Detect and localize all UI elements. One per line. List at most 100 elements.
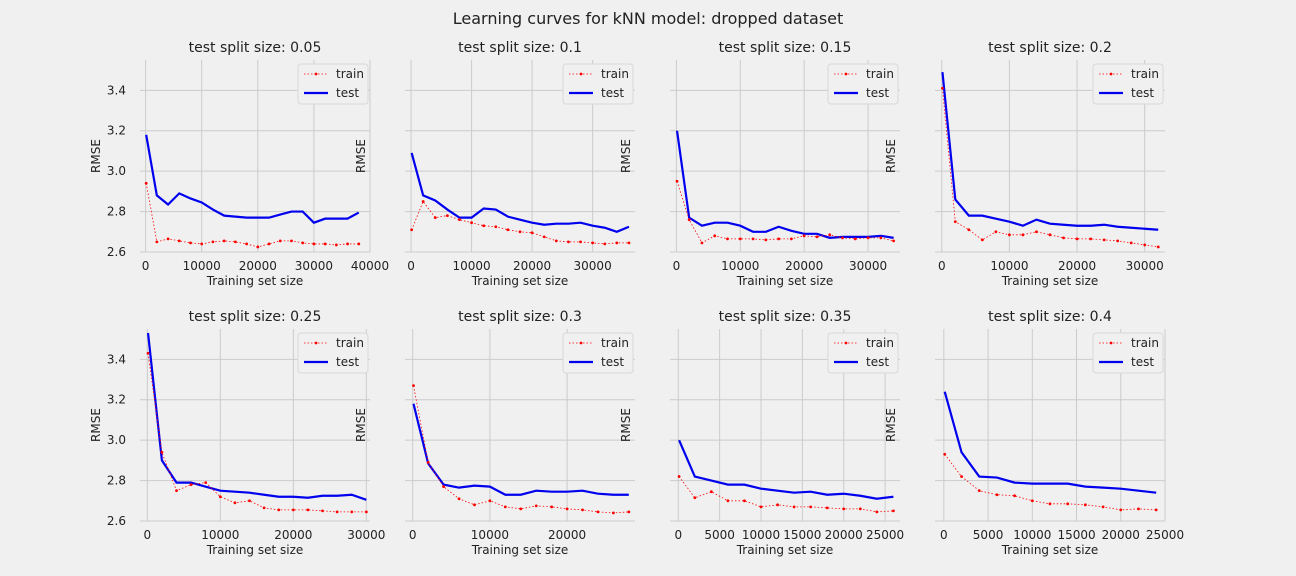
x-tick-label: 30000: [1126, 259, 1164, 273]
train-point: [603, 242, 607, 246]
train-point: [542, 235, 546, 239]
train-series-line: [942, 88, 1159, 248]
train-point: [1075, 237, 1079, 241]
legend-test-label: test: [866, 86, 889, 100]
train-point: [751, 237, 755, 241]
legend-train-label: train: [601, 336, 629, 350]
subplot-6: test split size: 0.3 0 10000 20000Training …: [354, 309, 635, 557]
train-point: [1154, 508, 1158, 512]
legend: train test: [297, 63, 369, 105]
train-point: [1021, 233, 1025, 237]
train-point: [713, 234, 717, 238]
train-point: [177, 239, 181, 243]
x-tick-label: 20000: [239, 259, 277, 273]
subplot-3: test split size: 0.15 0 10000 20000 30000 Tra…: [619, 40, 900, 288]
train-point: [222, 239, 226, 243]
x-tick-label: 10000: [1013, 528, 1051, 542]
y-tick-label: 3.4: [107, 352, 126, 366]
y-tick-label: 3.2: [107, 393, 126, 407]
y-axis-label: RMSE: [884, 139, 898, 173]
x-tick-label: 20000: [513, 259, 551, 273]
x-tick-label: 0: [143, 528, 151, 542]
train-point: [458, 218, 461, 222]
train-point: [278, 239, 282, 243]
x-tick-label: 0: [674, 528, 682, 542]
y-tick-label: 3.0: [107, 433, 126, 447]
train-point: [1062, 236, 1065, 240]
train-point: [357, 242, 361, 246]
train-point: [519, 507, 523, 511]
x-tick-label: 0: [142, 259, 150, 273]
train-series-line: [678, 476, 894, 513]
train-point: [953, 220, 957, 224]
train-point: [977, 489, 981, 493]
y-axis-label: RMSE: [89, 408, 103, 442]
x-tick-label: 30000: [574, 259, 612, 273]
train-point: [350, 510, 354, 514]
x-tick-label: 0: [938, 259, 946, 273]
test-series-line: [943, 391, 1157, 494]
train-point: [627, 241, 631, 245]
train-point: [364, 510, 368, 514]
legend: train test: [1092, 332, 1164, 374]
train-point: [189, 241, 192, 245]
test-series-line: [412, 403, 629, 496]
legend-test-label: test: [336, 355, 359, 369]
legend-train-label: train: [336, 336, 364, 350]
train-point: [581, 508, 584, 512]
train-series-line: [147, 353, 367, 513]
train-point: [146, 351, 150, 355]
y-tick-label: 3.4: [107, 83, 126, 97]
train-point: [160, 450, 164, 454]
train-point: [828, 233, 832, 237]
train-point: [323, 242, 327, 246]
train-point: [334, 243, 338, 247]
train-point: [433, 216, 437, 220]
train-point: [596, 510, 600, 514]
train-point: [875, 510, 879, 514]
subplot-2: test split size: 0.1 0 10000 20000 30000 Trai…: [354, 40, 635, 288]
x-tick-label: 10000: [990, 259, 1028, 273]
legend-train-marker: [1109, 72, 1113, 76]
legend-test-label: test: [336, 86, 359, 100]
x-tick-label: 20000: [785, 259, 823, 273]
test-series-line: [675, 130, 894, 239]
train-point: [248, 499, 251, 503]
train-point: [789, 237, 793, 241]
train-point: [1119, 508, 1123, 512]
x-tick-label: 5000: [704, 528, 735, 542]
train-point: [200, 242, 204, 246]
y-tick-label: 2.8: [107, 474, 126, 488]
train-point: [627, 510, 631, 514]
train-point: [1083, 503, 1087, 507]
train-point: [615, 241, 619, 245]
train-point: [410, 228, 414, 232]
train-point: [256, 245, 260, 249]
train-point: [1013, 494, 1017, 498]
train-point: [567, 240, 570, 244]
train-point: [764, 238, 768, 242]
train-point: [960, 475, 963, 478]
train-point: [506, 228, 510, 232]
train-point: [777, 237, 781, 241]
train-point: [144, 181, 148, 185]
legend-train-label: train: [601, 67, 629, 81]
y-tick-label: 2.6: [107, 245, 126, 259]
subplot-title: test split size: 0.1: [458, 40, 582, 56]
train-point: [1116, 239, 1120, 243]
train-point: [1156, 245, 1160, 249]
train-point: [445, 214, 449, 218]
train-point: [943, 452, 947, 456]
train-point: [155, 240, 159, 244]
train-point: [204, 481, 208, 484]
train-point: [858, 507, 862, 511]
subplot-5: test split size: 0.25 0 10000 20000 30000 2.6…: [89, 309, 385, 557]
legend-train-marker: [844, 72, 848, 76]
train-point: [892, 239, 896, 243]
x-tick-label: 0: [409, 528, 417, 542]
train-point: [802, 234, 806, 238]
legend-train-label: train: [1131, 67, 1159, 81]
x-tick-label: 20000: [1102, 528, 1140, 542]
test-series-line: [146, 332, 367, 501]
